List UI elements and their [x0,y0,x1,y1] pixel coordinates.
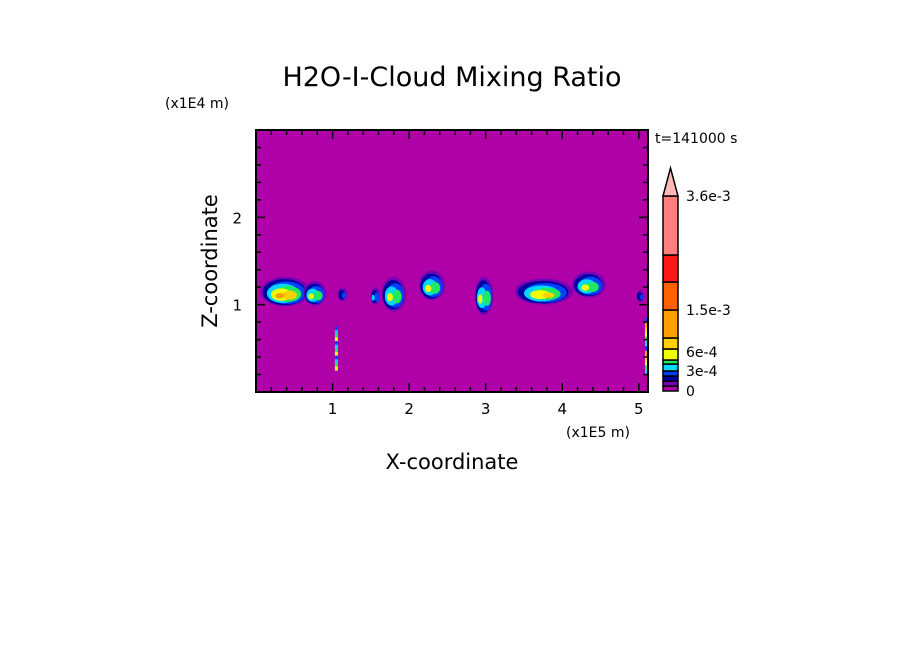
contour-level-5 [392,289,402,304]
streak-cell [644,341,648,347]
y-tick-label: 1 [232,297,242,315]
x-tick-label: 4 [557,400,567,418]
streak-cell [334,351,338,357]
plot-frame [255,129,649,393]
streak-cell [644,322,648,328]
streak-cell [644,346,648,352]
x-axis-label: X-coordinate [386,450,519,474]
streak-cell [644,331,648,338]
colorbar-bin [662,309,679,339]
streak-cell [334,355,338,360]
streak-cell [334,359,338,364]
streak-cell [334,326,338,331]
cloud-4 [370,287,381,305]
cloud-5 [381,276,407,312]
contour-level-6 [425,284,432,293]
cloud-10 [636,289,645,303]
colorbar-extend-arrow [662,165,679,197]
streak-cell [644,365,648,371]
streak-cell [644,350,648,357]
x-tick-label: 1 [328,400,338,418]
contour-level-7 [542,292,555,298]
streak-1 [334,326,338,371]
cloud-3 [337,287,348,302]
streak-cell [334,337,338,342]
cloud-1 [260,276,310,307]
contour-field [260,270,648,376]
contour-level-3 [640,294,644,300]
x-unit-label: (x1E5 m) [566,425,630,441]
contour-level-6 [478,294,483,304]
y-unit-label: (x1E4 m) [165,96,229,112]
contour-level-3 [342,292,347,299]
colorbar-label: 3e-4 [686,364,718,380]
y-tick-label: 2 [232,209,242,227]
cloud-6 [419,270,446,301]
streak-cell [334,330,338,335]
colorbar-bin [662,337,679,350]
colorbar-label: 1.5e-3 [686,303,731,319]
cloud-7 [474,276,494,316]
contour-level-6 [308,293,314,300]
cloud-9 [572,271,606,298]
contour-level-7 [282,290,298,300]
colorbar-bin [662,254,679,283]
cloud-8 [514,278,573,305]
streak-cell [644,360,648,366]
colorbar-bin [662,348,679,361]
colorbar: 0 3e-4 6e-4 1.5e-3 3.6e-3 [662,165,731,400]
contour-level-6 [581,284,590,291]
streak-2 [644,317,648,376]
streak-cell [644,369,648,376]
cloud-2 [303,281,327,306]
streak-cell [334,362,338,368]
x-tick-label: 2 [404,400,414,418]
colorbar-bin [662,281,679,311]
x-tick-label: 3 [481,400,491,418]
colorbar-bin [662,195,679,256]
streak-cell [644,327,648,333]
x-tick-label: 5 [634,400,644,418]
chart-title: H2O-I-Cloud Mixing Ratio [282,62,621,93]
contour-level-5 [585,281,599,293]
contour-level-6 [387,292,393,302]
time-label: t=141000 s [655,131,737,147]
colorbar-label: 3.6e-3 [686,189,731,205]
streak-cell [644,355,648,361]
streak-cell [334,348,338,353]
streak-cell [644,317,648,323]
colorbar-label: 6e-4 [686,345,718,361]
plot-background [256,130,648,392]
contour-level-8 [275,293,285,299]
colorbar-bin [662,363,679,372]
contour-level-5 [483,290,491,306]
streak-cell [334,366,338,371]
contour-level-3 [374,292,380,303]
streak-cell [334,333,338,338]
streak-cell [334,344,338,349]
contour-level-5 [430,282,441,294]
contour-level-5 [313,290,323,301]
contour-level-4 [371,294,375,301]
axis-ticks: 1 2 3 4 5 1 2 [232,130,648,418]
streak-cell [334,341,338,346]
y-axis-label: Z-coordinate [198,194,222,328]
colorbar-label: 0 [686,384,695,400]
